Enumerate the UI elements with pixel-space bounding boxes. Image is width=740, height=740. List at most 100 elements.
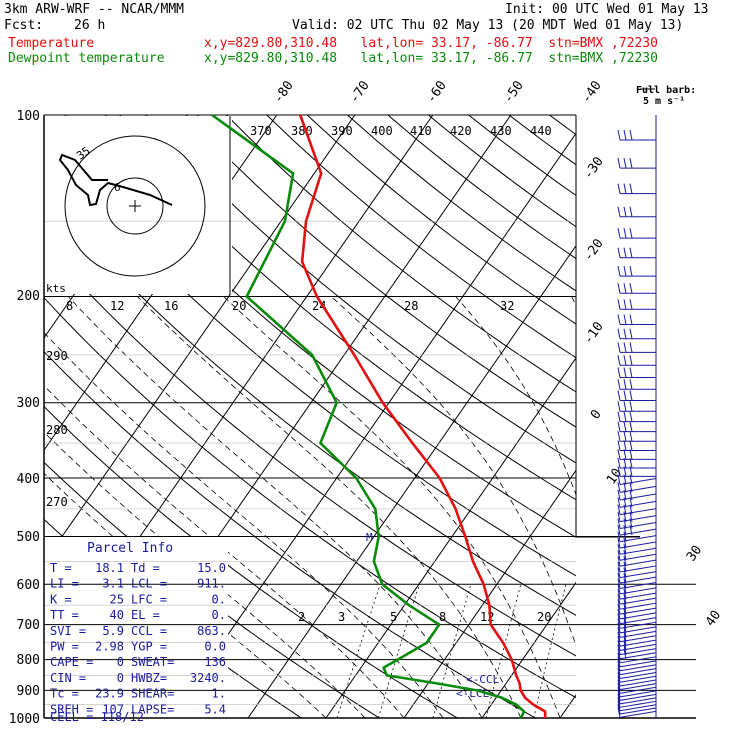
wind-barb-flag bbox=[623, 599, 627, 610]
wind-barb-flag bbox=[629, 390, 633, 401]
parcel-field-label: LFC = bbox=[131, 592, 167, 606]
wind-barb bbox=[617, 266, 656, 277]
wind-barb-flag bbox=[617, 567, 621, 578]
wind-barb-shaft bbox=[619, 700, 657, 708]
wind-barb-flag bbox=[617, 683, 621, 694]
wind-barb-flag bbox=[629, 342, 633, 353]
wind-barb-flag bbox=[623, 482, 627, 493]
wind-barb-shaft bbox=[619, 683, 657, 691]
parcel-field-value: 136 bbox=[204, 655, 226, 669]
wind-barb-flag bbox=[617, 556, 621, 567]
wind-barb-flag bbox=[617, 652, 621, 663]
wind-barb-flag bbox=[623, 421, 627, 432]
wind-barb bbox=[617, 504, 657, 516]
wind-barb-flag bbox=[629, 355, 633, 366]
wind-barb-flag bbox=[629, 457, 633, 469]
wind-barb-flag bbox=[617, 660, 621, 671]
init-time: Init: 00 UTC Wed 01 May 13 bbox=[505, 2, 709, 17]
wind-barb bbox=[617, 421, 656, 433]
wind-barb-flag bbox=[623, 640, 627, 651]
wind-barb-flag bbox=[617, 342, 621, 353]
pressure-label: 700 bbox=[17, 618, 40, 633]
mixing-ratio-label: 2 bbox=[298, 610, 305, 624]
isotherm-line bbox=[169, 132, 576, 718]
wind-barb-flag bbox=[623, 390, 627, 401]
wind-barb bbox=[617, 608, 657, 620]
parcel-field-value: 2.98 bbox=[95, 640, 124, 654]
wind-barb-flag bbox=[623, 283, 627, 294]
wind-barb-shaft bbox=[619, 679, 657, 687]
wind-barb-flag bbox=[617, 679, 621, 690]
parcel-field-label: SWEAT= bbox=[131, 655, 174, 669]
parcel-field-value: 3240. bbox=[190, 671, 226, 685]
wind-barb-flag bbox=[617, 636, 621, 647]
dry-adiabat-line bbox=[226, 115, 576, 393]
wind-barb bbox=[617, 594, 657, 605]
wind-barb-flag bbox=[617, 158, 621, 169]
wind-barb-flag bbox=[629, 283, 633, 294]
parcel-field-value: 0. bbox=[212, 608, 226, 622]
pressure-label: 800 bbox=[17, 653, 40, 668]
wind-barb bbox=[617, 283, 656, 294]
wind-barb-flag bbox=[629, 518, 633, 529]
wind-barb-flag bbox=[629, 183, 633, 194]
wind-barb bbox=[617, 129, 656, 141]
wind-barb-flag bbox=[623, 537, 627, 549]
wind-barb bbox=[617, 652, 657, 664]
wind-barb-flag bbox=[617, 183, 621, 194]
sounding-traces bbox=[211, 113, 547, 719]
wind-barb-flag bbox=[629, 421, 633, 432]
dry-adiabat-line bbox=[185, 115, 576, 428]
moist-adiabat-line bbox=[455, 296, 576, 496]
pressure-label: 500 bbox=[17, 530, 40, 545]
wind-barb bbox=[617, 431, 656, 442]
isotherm-label: -50 bbox=[501, 78, 527, 106]
mixing-ratio-line bbox=[533, 584, 567, 718]
parcel-field-label: LI = bbox=[50, 577, 79, 591]
parcel-field-label: K = bbox=[50, 592, 72, 606]
wind-barb bbox=[617, 573, 657, 584]
wind-barb-flag bbox=[617, 367, 621, 378]
hodograph-ring-label: 6 bbox=[114, 181, 121, 194]
moist-adiabat-line bbox=[67, 296, 483, 718]
wind-barb bbox=[617, 640, 657, 651]
dry-adiabat-line bbox=[44, 139, 576, 577]
wind-barb-flag bbox=[617, 440, 621, 451]
wind-barb-flag bbox=[617, 474, 621, 485]
wind-barb bbox=[617, 644, 657, 656]
wind-barb bbox=[617, 683, 657, 694]
parcel-field-label: YGP = bbox=[131, 640, 167, 654]
wind-barb bbox=[617, 497, 657, 508]
wind-barb-flag bbox=[617, 489, 621, 501]
wind-barb-flag bbox=[617, 411, 621, 422]
wind-barb bbox=[617, 328, 656, 340]
wind-barb-flag bbox=[629, 158, 633, 169]
pressure-label: 400 bbox=[17, 472, 40, 487]
isobar-lines bbox=[44, 114, 696, 719]
moist-adiabat-line bbox=[44, 472, 327, 718]
dry-adiabat-lines bbox=[44, 115, 576, 718]
pressure-label: 100 bbox=[17, 109, 40, 124]
parcel-field-label: CCL = bbox=[131, 624, 167, 638]
wind-barb-flag bbox=[623, 314, 627, 325]
hodograph-background bbox=[44, 116, 232, 294]
wind-barb-shaft bbox=[619, 704, 657, 712]
wind-barb-flag bbox=[629, 206, 633, 217]
wind-barb bbox=[617, 525, 657, 536]
isotherm-label: 40 bbox=[703, 608, 724, 629]
isotherm-label: -80 bbox=[271, 78, 297, 106]
wind-scale-value: 5 m s⁻¹ bbox=[643, 96, 685, 107]
wind-barb-flag bbox=[617, 421, 621, 432]
wind-barb-flag bbox=[623, 631, 627, 642]
dewpoint-location: x,y=829.80,310.48 lat,lon= 33.17, -86.77… bbox=[204, 51, 658, 66]
isotherm-label: 30 bbox=[684, 543, 705, 564]
theta-label: 390 bbox=[331, 124, 353, 138]
dry-adiabat-line bbox=[104, 115, 576, 501]
wind-barb-flag bbox=[623, 158, 627, 169]
mixing-ratio-label: 12 bbox=[480, 610, 494, 624]
wind-barb-flag bbox=[623, 466, 627, 477]
wind-barb-flag bbox=[623, 183, 627, 194]
wind-barb-flag bbox=[629, 379, 633, 390]
dry-adiabat-line bbox=[44, 191, 576, 616]
wind-barb bbox=[617, 531, 657, 543]
